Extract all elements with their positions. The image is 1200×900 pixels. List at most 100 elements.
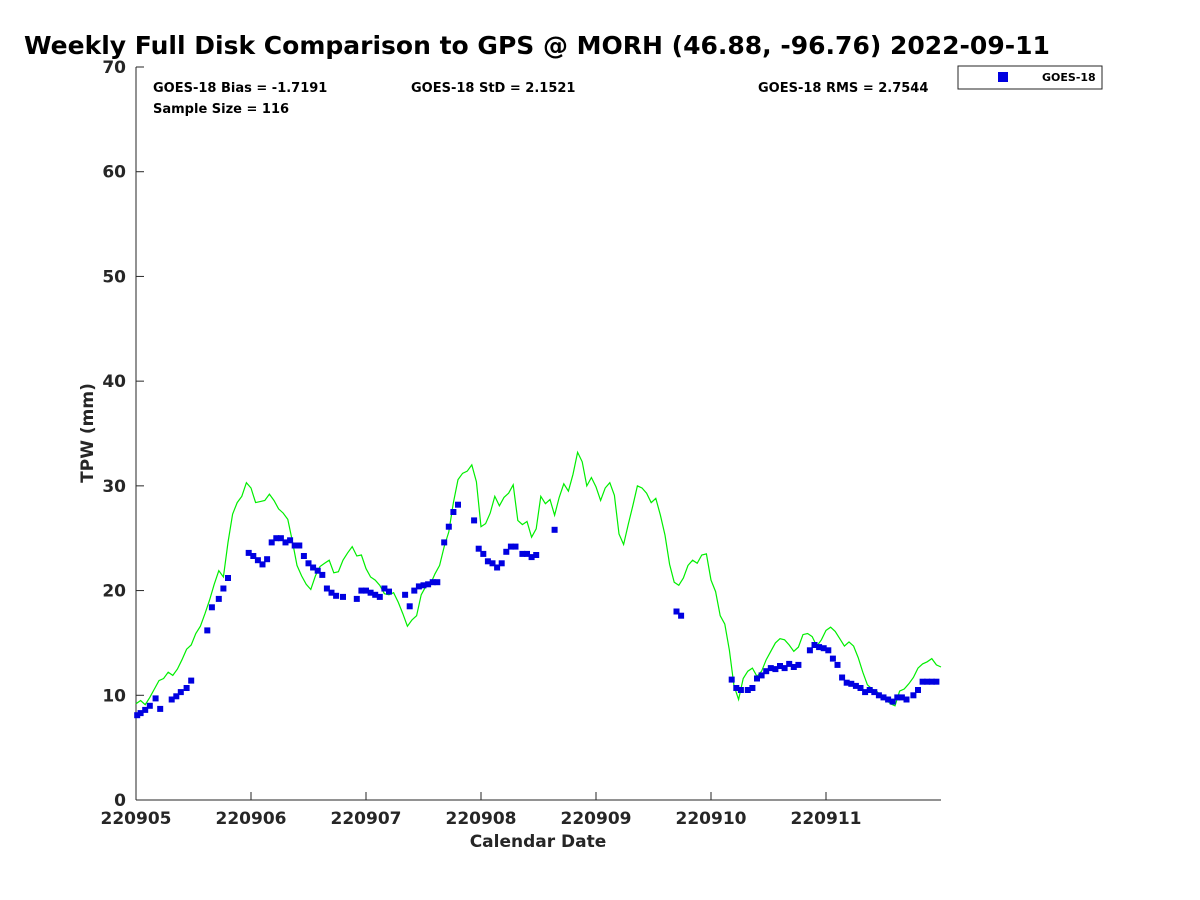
goes-18-point — [928, 678, 935, 685]
goes-18-point — [519, 550, 526, 557]
x-tick-label: 220909 — [561, 809, 632, 829]
goes-18-point — [512, 543, 519, 550]
goes-18-point — [300, 553, 307, 559]
goes-18-point — [498, 560, 505, 567]
goes-18-point — [296, 542, 303, 549]
goes-18-point — [733, 685, 740, 691]
goes-18-point — [763, 668, 770, 675]
goes-18-point — [924, 678, 931, 685]
goes-18-point — [528, 554, 535, 561]
legend-marker — [998, 72, 1008, 82]
goes-18-point — [411, 587, 418, 594]
goes-18-point — [489, 560, 496, 567]
y-axis-label: TPW (mm) — [78, 383, 98, 483]
goes-18-point — [340, 593, 346, 600]
goes-18-point — [323, 585, 330, 592]
goes-18-point — [225, 575, 231, 581]
goes-18-point — [333, 592, 340, 599]
goes-18-point — [471, 517, 478, 524]
legend-label: GOES-18 — [1042, 71, 1096, 84]
chart-title: Weekly Full Disk Comparison to GPS @ MOR… — [24, 31, 1050, 60]
y-tick-label: 60 — [102, 163, 126, 183]
goes-18-point — [415, 583, 422, 590]
goes-18-point — [215, 595, 222, 602]
y-tick-label: 0 — [114, 791, 126, 811]
goes-18-point — [134, 712, 141, 719]
goes-18-point — [898, 694, 905, 701]
goes-18-point — [291, 542, 298, 549]
goes-18-point — [168, 696, 175, 703]
goes-18-point — [455, 501, 461, 508]
goes-18-point — [268, 539, 275, 546]
goes-18-point — [208, 604, 215, 611]
goes-18-point — [894, 694, 901, 701]
goes-18-point — [834, 661, 841, 668]
goes-18-point — [484, 558, 491, 565]
goes-18-point — [420, 582, 427, 589]
goes-18-point — [381, 585, 388, 592]
y-tick-label: 40 — [102, 372, 126, 392]
goes-18-point — [406, 603, 413, 610]
goes-18-point — [142, 706, 149, 713]
goes-18-point — [305, 560, 312, 567]
goes-18-point — [137, 710, 144, 717]
goes-18-point — [777, 663, 783, 669]
y-tick-label: 20 — [102, 582, 126, 602]
goes-18-point — [795, 661, 802, 668]
goes-18-point — [250, 553, 257, 559]
goes-18-point — [177, 689, 184, 696]
goes-18-point — [146, 702, 153, 709]
goes-18-point — [673, 608, 680, 615]
goes-18-point — [475, 545, 482, 552]
goes-18-point — [353, 595, 360, 602]
stat-std: GOES-18 StD = 2.1521 — [411, 81, 575, 96]
goes-18-point — [875, 692, 882, 699]
goes-18-point — [287, 537, 294, 544]
goes-18-point — [885, 696, 892, 703]
goes-18-point — [367, 589, 374, 596]
goes-18-point — [277, 535, 284, 542]
x-axis-ticks: 220905 220906 220907 220908 220909 220910 2209… — [101, 792, 861, 829]
goes-18-point — [767, 665, 774, 672]
x-tick-label: 220907 — [331, 809, 402, 829]
goes-18-point — [319, 571, 326, 578]
stat-bias: GOES-18 Bias = -1.7191 — [153, 81, 327, 96]
goes-18-point — [820, 645, 827, 652]
x-tick-label: 220906 — [216, 809, 287, 829]
goes-18-point — [363, 587, 369, 594]
goes-18-point — [524, 550, 530, 557]
goes-18-point — [781, 665, 788, 672]
goes-18-point — [866, 687, 873, 693]
goes-18-point — [480, 550, 487, 557]
gps-series — [135, 450, 942, 707]
goes-18-point — [816, 644, 823, 651]
goes-18-point — [494, 564, 501, 571]
stat-rms: GOES-18 RMS = 2.7544 — [758, 81, 928, 96]
goes-18-point — [749, 685, 756, 691]
goes-18-point — [157, 705, 164, 712]
legend-box — [957, 65, 1103, 90]
goes-18-point — [376, 593, 383, 600]
plot-area — [135, 67, 941, 801]
x-axis-label: Calendar Date — [470, 832, 607, 852]
goes-18-point — [933, 678, 940, 685]
y-tick-label: 50 — [102, 267, 126, 287]
x-tick-label: 220908 — [446, 809, 517, 829]
goes-18-point — [744, 687, 751, 693]
goes-18-point — [204, 627, 211, 634]
goes-18-point — [806, 647, 813, 654]
goes-18-point — [503, 548, 510, 555]
goes-18-point — [790, 664, 797, 670]
x-tick-label: 220910 — [676, 809, 747, 829]
goes-18-point — [434, 579, 441, 586]
goes-18-point — [754, 675, 760, 682]
goes-18-point — [259, 561, 266, 568]
goes-18-point — [386, 588, 392, 595]
y-tick-label: 10 — [102, 686, 126, 706]
goes-18-point — [880, 694, 887, 701]
goes-18-point — [862, 689, 869, 696]
goes-18-point — [786, 660, 793, 667]
goes-18-point — [772, 666, 779, 673]
goes-18-point — [728, 676, 735, 683]
